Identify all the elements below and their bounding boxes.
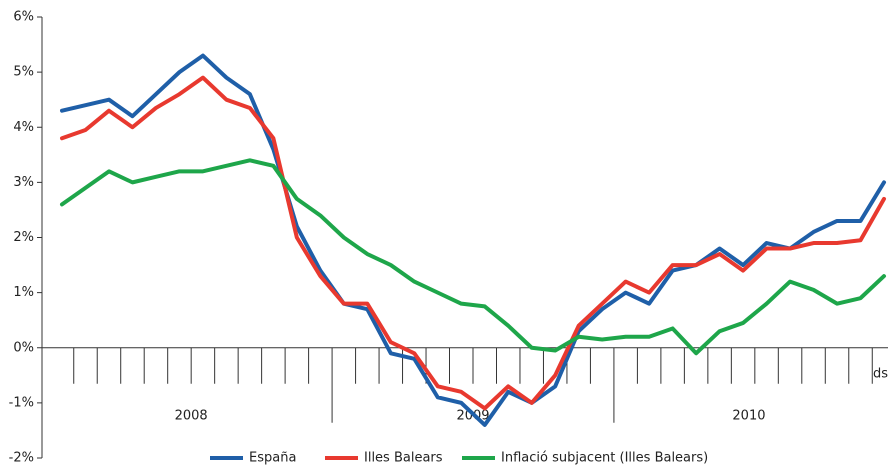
y-tick-label: 4% bbox=[13, 120, 34, 135]
y-tick-label: 1% bbox=[13, 285, 34, 300]
year-label: 2010 bbox=[732, 408, 765, 423]
y-tick-label: 6% bbox=[13, 10, 34, 25]
y-tick-label: 5% bbox=[13, 65, 34, 80]
series-line bbox=[60, 53, 886, 427]
y-tick-label: 2% bbox=[13, 230, 34, 245]
y-tick-label: -2% bbox=[9, 451, 34, 466]
legend-label: Illes Balears bbox=[364, 451, 443, 466]
y-tick-label: 0% bbox=[13, 340, 34, 355]
series-line bbox=[60, 75, 886, 411]
series-line bbox=[60, 158, 886, 356]
legend-label: Inflació subjacent (Illes Balears) bbox=[501, 451, 708, 466]
legend-label: España bbox=[249, 451, 296, 466]
y-tick-label: 3% bbox=[13, 175, 34, 190]
year-label: 2008 bbox=[175, 408, 208, 423]
x-tick-label: ds bbox=[873, 366, 888, 381]
y-tick-label: -1% bbox=[9, 395, 34, 410]
